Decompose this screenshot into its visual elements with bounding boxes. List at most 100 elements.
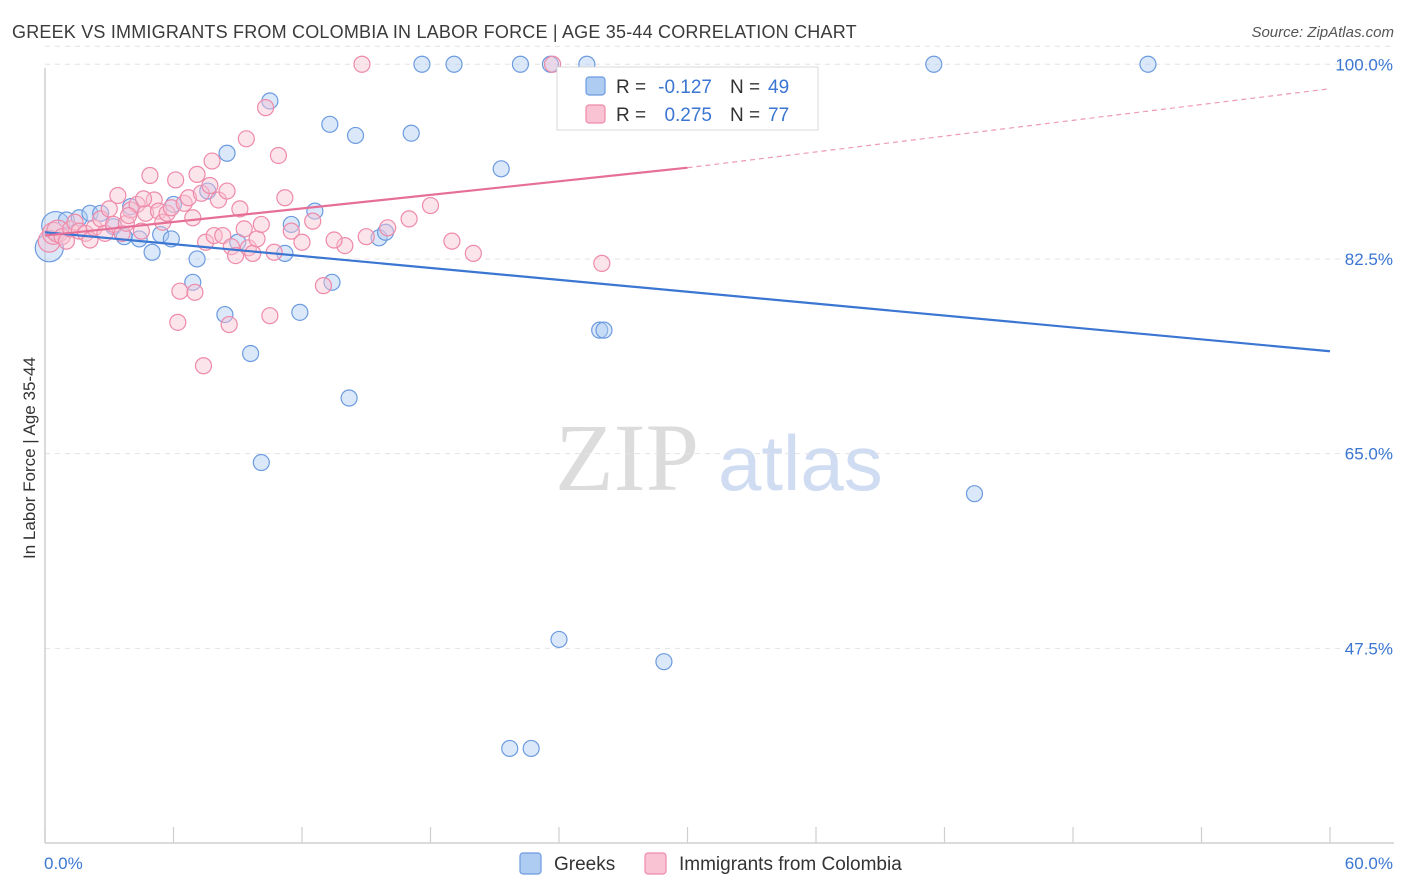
data-point [252,215,270,234]
legend-r-label: R = [616,77,646,98]
data-point [965,485,984,503]
data-point [141,166,159,185]
data-point [340,389,358,407]
y-tick-label: 100.0% [1335,55,1393,74]
data-point [282,215,300,234]
legend-n-value: 77 [768,105,789,126]
data-point [256,99,275,117]
data-point [323,273,341,291]
data-point [593,254,611,272]
data-point [119,206,138,225]
data-point [402,124,420,142]
data-point [235,220,253,238]
legend-swatch [585,104,606,124]
series-legend-swatch [519,852,542,875]
y-tick-label: 82.5% [1345,250,1393,269]
data-point [186,283,204,301]
data-point [109,186,127,205]
data-point [113,224,131,242]
data-point [188,165,206,183]
data-point [261,307,279,325]
watermark-zip: ZIP [555,404,699,511]
data-point [92,204,110,222]
trend-line-colombia [44,166,688,237]
legend-r-value: -0.127 [658,77,712,98]
series-legend-colombia: Immigrants from Colombia [679,854,902,875]
data-point [143,243,161,261]
data-point [357,228,375,246]
data-point [314,277,333,295]
data-point [184,209,202,227]
data-point [925,55,943,73]
data-point [336,236,354,255]
data-point [291,303,309,321]
data-point [203,152,221,170]
x-tick-label-min: 0.0% [44,854,83,873]
legend-n-value: 49 [768,77,789,98]
data-point [209,191,228,209]
data-point [464,244,482,262]
data-point [194,357,213,375]
data-point [216,305,234,324]
legend-r-label: R = [616,105,646,126]
data-point [169,313,187,331]
data-point [220,315,238,334]
data-point [276,189,294,207]
data-point [132,222,150,240]
data-point [227,247,245,265]
data-point [443,232,461,250]
data-point [179,189,198,207]
data-point [100,200,118,218]
data-point [492,160,510,178]
data-point [244,244,262,262]
data-point [346,126,365,145]
data-point [201,176,219,195]
data-point [134,190,153,208]
data-point [171,282,189,300]
watermark-atlas: atlas [718,419,883,507]
data-point [137,204,155,222]
data-point [591,321,609,339]
data-point [304,212,322,230]
data-point [162,199,180,217]
data-point [282,222,300,240]
data-point [595,321,613,339]
stats-legend: R = -0.127 N = 49 R = 0.275 N = 77 [556,66,819,131]
data-point [550,630,568,649]
data-point [321,115,339,133]
data-point [522,739,540,758]
data-point [511,55,530,73]
data-point [413,55,431,73]
data-point [34,233,64,263]
chart-title: GREEK VS IMMIGRANTS FROM COLOMBIA IN LAB… [12,22,857,42]
source-label: Source: ZipAtlas.com [1251,24,1394,41]
data-point [66,213,84,231]
data-point [376,223,395,241]
trend-line-greeks [44,231,1331,353]
data-point [218,182,236,200]
legend-n-label: N = [730,77,760,98]
data-point [167,171,185,189]
data-point [231,200,249,218]
data-point [248,230,266,248]
data-point [400,210,418,228]
data-point [353,55,371,73]
legend-swatch [585,76,606,96]
series-colombia [37,55,611,375]
legend-r-value: 0.275 [664,105,712,126]
data-point [1139,55,1157,73]
data-point [269,146,288,165]
data-point [293,233,311,251]
series-legend: Greeks Immigrants from Colombia [519,852,902,875]
y-tick-label: 65.0% [1345,445,1393,464]
data-point [242,344,260,363]
data-point [218,144,236,162]
data-point [655,653,673,671]
data-point [237,130,255,148]
x-tick-label-max: 60.0% [1345,854,1393,873]
series-legend-swatch [644,852,667,875]
data-point [379,219,397,237]
data-point [445,55,463,73]
data-point [501,739,519,758]
